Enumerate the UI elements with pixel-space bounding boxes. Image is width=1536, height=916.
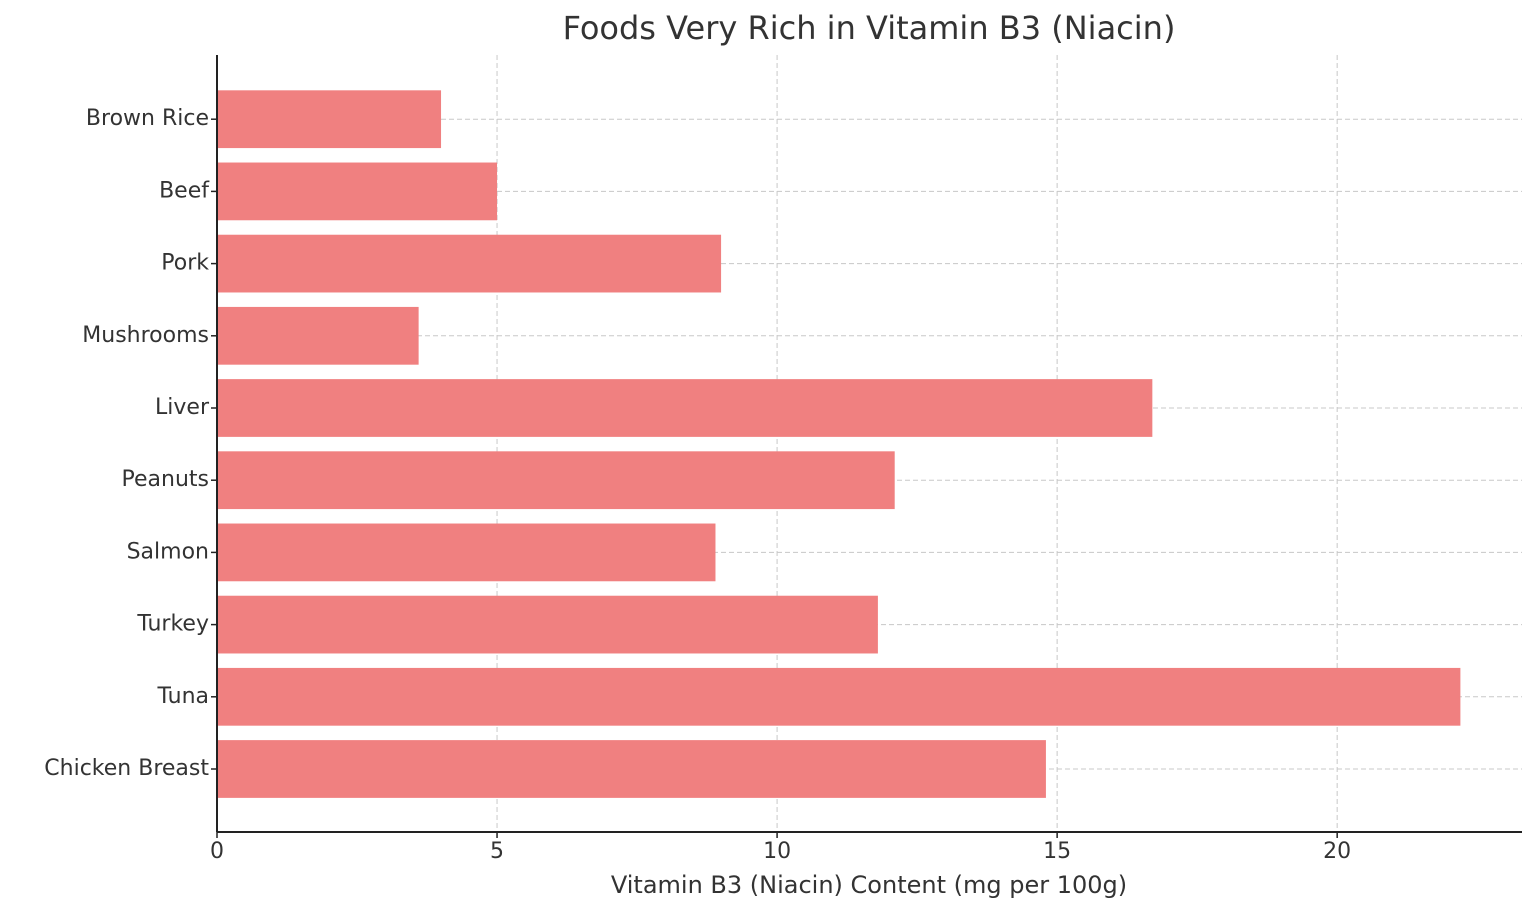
y-tick-label: Liver <box>155 395 210 420</box>
bar <box>217 451 895 510</box>
x-axis-label: Vitamin B3 (Niacin) Content (mg per 100g… <box>611 871 1127 899</box>
y-tick-label: Beef <box>159 178 210 203</box>
bar <box>217 740 1046 798</box>
y-tick-label: Peanuts <box>122 467 209 492</box>
x-tick-label: 15 <box>1043 839 1071 864</box>
x-tick-label: 0 <box>210 839 224 864</box>
y-tick-label: Mushrooms <box>82 323 209 348</box>
bar <box>217 667 1461 726</box>
x-tick-label: 20 <box>1323 839 1351 864</box>
x-tick-label: 10 <box>763 839 791 864</box>
y-tick-label: Pork <box>161 251 209 276</box>
bar <box>217 379 1153 437</box>
y-tick-label: Chicken Breast <box>44 756 209 781</box>
y-tick-label: Turkey <box>136 612 209 637</box>
bar <box>217 162 498 221</box>
x-tick-label: 5 <box>490 839 504 864</box>
chart-title: Foods Very Rich in Vitamin B3 (Niacin) <box>563 9 1176 47</box>
bar <box>217 234 722 293</box>
bar <box>217 523 716 582</box>
bar <box>217 595 878 654</box>
bar <box>217 90 442 149</box>
y-tick-label: Brown Rice <box>86 106 209 131</box>
bar <box>217 306 419 365</box>
y-tick-label: Salmon <box>127 539 209 564</box>
y-tick-label: Tuna <box>157 684 209 709</box>
